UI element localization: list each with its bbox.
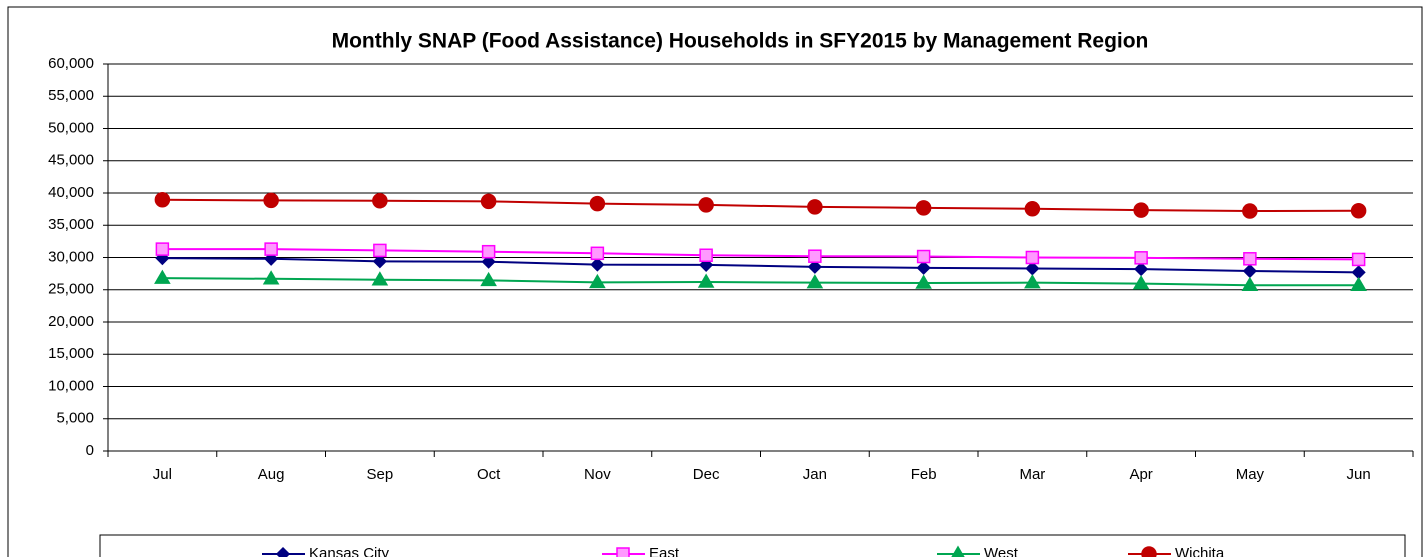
marker	[1351, 252, 1366, 267]
y-tick-label: 45,000	[48, 152, 94, 169]
marker	[697, 273, 715, 288]
series-line	[162, 248, 1359, 261]
y-tick-label: 40,000	[48, 184, 94, 201]
x-tick-label: Jun	[1347, 466, 1371, 483]
marker	[263, 192, 279, 209]
x-tick-label: Oct	[477, 466, 501, 483]
legend-box	[99, 534, 1406, 557]
marker	[616, 547, 630, 557]
marker	[372, 192, 388, 209]
y-tick-label: 0	[86, 442, 94, 459]
marker	[264, 251, 279, 266]
legend-label: Kansas City	[309, 545, 390, 557]
y-tick-label: 25,000	[48, 281, 94, 298]
chart-title: Monthly SNAP (Food Assistance) Household…	[332, 30, 1149, 53]
marker	[155, 242, 170, 256]
x-tick-label: Jul	[153, 466, 172, 483]
marker	[915, 200, 932, 216]
marker	[373, 243, 387, 258]
marker	[589, 273, 606, 289]
x-tick-label: Aug	[258, 466, 285, 483]
x-tick-label: Dec	[693, 466, 720, 483]
marker	[480, 271, 497, 287]
x-tick-label: Jan	[803, 466, 827, 483]
y-tick-label: 30,000	[48, 248, 94, 265]
marker	[480, 193, 497, 210]
marker	[1241, 276, 1259, 291]
legend-label: Wichita	[1175, 545, 1225, 557]
marker	[589, 195, 606, 212]
y-tick-label: 20,000	[48, 313, 94, 330]
y-tick-label: 60,000	[48, 55, 94, 72]
marker	[1242, 203, 1258, 219]
marker	[481, 254, 496, 269]
marker	[1134, 251, 1148, 265]
legend-label: East	[649, 545, 680, 557]
marker	[154, 192, 171, 208]
x-tick-label: Nov	[584, 466, 611, 483]
marker	[1132, 275, 1150, 290]
x-tick-label: Sep	[367, 466, 394, 483]
marker	[264, 242, 278, 256]
marker	[1134, 262, 1149, 277]
series-line	[162, 198, 1359, 213]
marker	[1024, 274, 1041, 289]
marker	[1133, 202, 1149, 218]
legend-label: West	[984, 545, 1019, 557]
marker	[951, 545, 965, 557]
marker	[590, 257, 605, 272]
marker	[262, 270, 280, 285]
y-tick-label: 35,000	[48, 216, 94, 233]
y-tick-label: 15,000	[48, 345, 94, 362]
marker	[371, 271, 389, 286]
y-tick-label: 50,000	[48, 119, 94, 136]
y-tick-label: 10,000	[48, 377, 94, 394]
marker	[807, 259, 822, 274]
y-tick-label: 5,000	[56, 410, 94, 427]
x-tick-label: Mar	[1019, 466, 1045, 483]
series-line	[162, 257, 1359, 274]
series-line	[162, 277, 1359, 287]
marker	[1025, 250, 1040, 265]
x-tick-label: Feb	[911, 466, 937, 483]
marker	[1024, 201, 1041, 217]
marker	[807, 199, 823, 215]
marker	[154, 269, 171, 284]
x-tick-label: May	[1236, 466, 1265, 483]
marker	[808, 249, 822, 263]
marker	[590, 246, 605, 261]
marker	[916, 260, 931, 275]
marker	[372, 254, 387, 269]
marker	[806, 274, 824, 289]
marker	[699, 248, 713, 262]
marker	[1350, 202, 1367, 219]
y-tick-label: 55,000	[48, 87, 94, 104]
marker	[915, 274, 932, 289]
marker	[1141, 546, 1157, 557]
marker	[275, 546, 291, 557]
marker	[916, 249, 931, 264]
marker	[698, 197, 714, 213]
marker	[481, 244, 496, 259]
marker	[1350, 276, 1367, 291]
marker	[1243, 252, 1257, 266]
x-tick-label: Apr	[1129, 466, 1152, 483]
